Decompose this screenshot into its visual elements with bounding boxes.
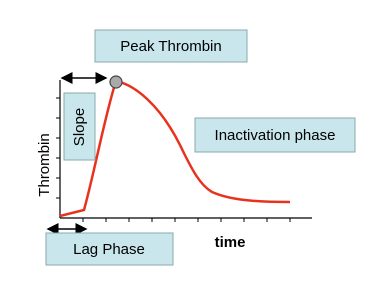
y-axis-label: Thrombin bbox=[36, 133, 53, 196]
x-axis-label: time bbox=[215, 234, 246, 251]
peak-box bbox=[94, 29, 248, 63]
slope-label: Slope bbox=[71, 108, 88, 146]
peak-marker bbox=[109, 75, 123, 89]
thrombin-curve bbox=[59, 79, 291, 218]
slope-box bbox=[63, 92, 96, 161]
peak-label: Peak Thrombin bbox=[120, 38, 221, 55]
lag-label: Lag Phase bbox=[73, 241, 145, 258]
inactivation-label: Inactivation phase bbox=[215, 127, 336, 144]
lag-box bbox=[45, 232, 174, 266]
inactivation-box bbox=[194, 117, 356, 153]
axes bbox=[56, 80, 312, 222]
